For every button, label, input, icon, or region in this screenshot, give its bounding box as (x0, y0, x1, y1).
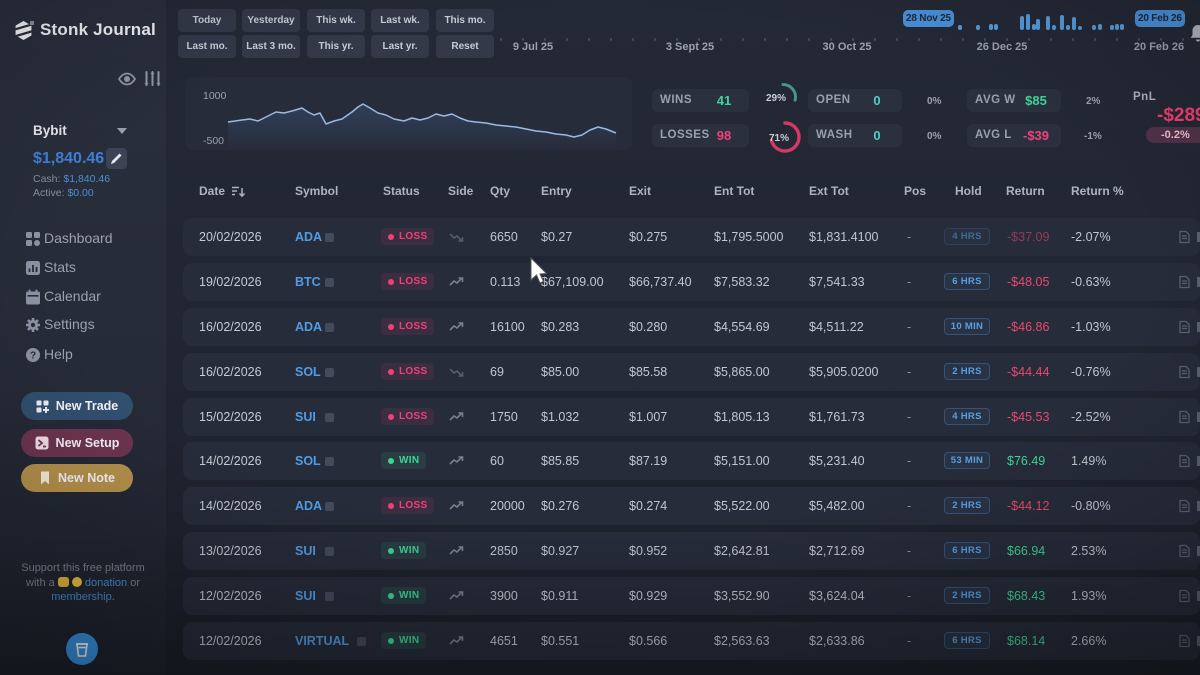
svg-text:?: ? (30, 351, 36, 362)
